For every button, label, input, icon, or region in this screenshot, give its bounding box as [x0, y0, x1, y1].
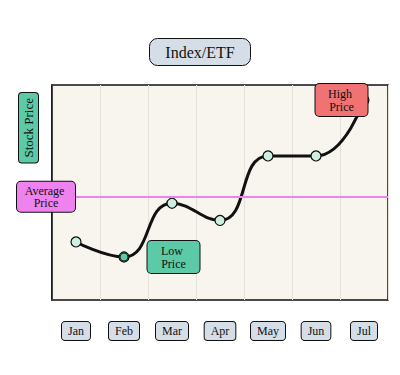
svg-text:Price: Price: [161, 257, 186, 271]
svg-text:Apr: Apr: [211, 324, 230, 338]
svg-text:Price: Price: [34, 196, 59, 210]
svg-text:Feb: Feb: [115, 324, 133, 338]
svg-text:Jan: Jan: [68, 324, 84, 338]
svg-text:Mar: Mar: [162, 324, 182, 338]
svg-text:Average: Average: [24, 183, 68, 198]
svg-text:Low: Low: [161, 244, 186, 258]
svg-text:May: May: [257, 324, 279, 338]
svg-text:Index/ETF: Index/ETF: [165, 44, 234, 61]
svg-text:Jul: Jul: [357, 324, 372, 338]
svg-text:High: High: [328, 87, 355, 101]
svg-text:Stock Price: Stock Price: [21, 98, 36, 158]
svg-text:Price: Price: [329, 100, 354, 114]
svg-text:Jun: Jun: [308, 324, 325, 338]
